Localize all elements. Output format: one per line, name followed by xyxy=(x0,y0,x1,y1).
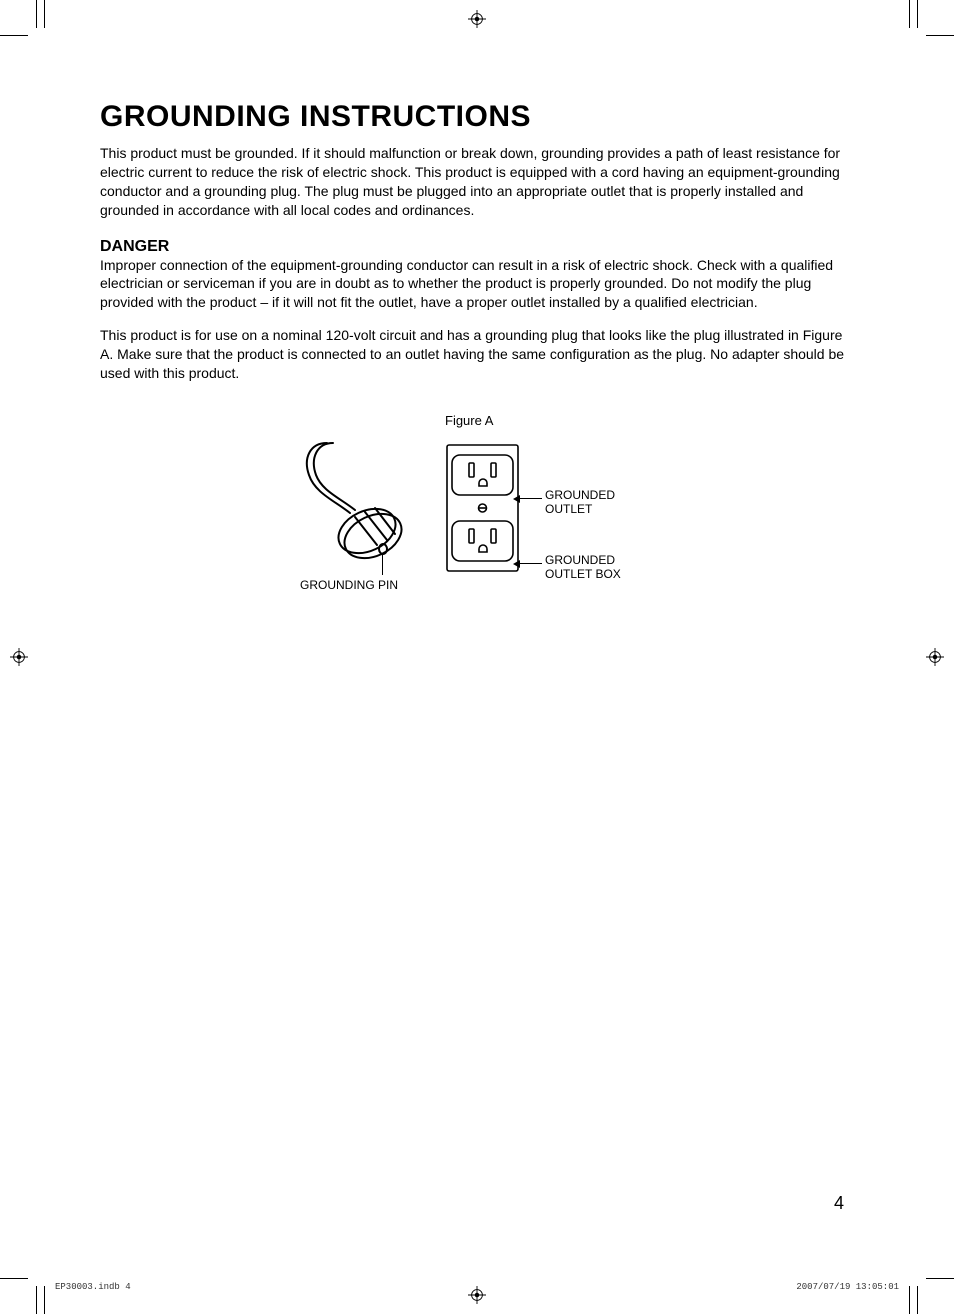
grounded-outlet-label: GROUNDED OUTLET xyxy=(545,488,615,517)
crop-mark xyxy=(917,0,918,28)
leader-line xyxy=(520,563,542,564)
outlet-icon xyxy=(445,443,520,573)
figure-a: Figure A GROUND xyxy=(100,413,854,633)
registration-mark-icon xyxy=(468,1286,486,1304)
danger-heading: DANGER xyxy=(100,238,854,256)
crop-mark xyxy=(0,1278,28,1279)
intro-paragraph: This product must be grounded. If it sho… xyxy=(100,144,854,220)
crop-mark xyxy=(917,1286,918,1314)
leader-line xyxy=(382,553,383,575)
grounded-outlet-box-label: GROUNDED OUTLET BOX xyxy=(545,553,621,582)
crop-mark xyxy=(36,0,37,28)
crop-mark xyxy=(44,1286,45,1314)
crop-mark xyxy=(36,1286,37,1314)
danger-paragraph: Improper connection of the equipment-gro… xyxy=(100,256,854,313)
plug-icon xyxy=(295,433,435,583)
footer-timestamp: 2007/07/19 13:05:01 xyxy=(796,1282,899,1292)
usage-paragraph: This product is for use on a nominal 120… xyxy=(100,326,854,383)
figure-caption: Figure A xyxy=(445,413,493,428)
page-number: 4 xyxy=(834,1193,844,1214)
content-area: GROUNDING INSTRUCTIONS This product must… xyxy=(100,100,854,1244)
crop-mark xyxy=(909,0,910,28)
registration-mark-icon xyxy=(926,648,944,666)
page-title: GROUNDING INSTRUCTIONS xyxy=(100,100,854,134)
footer-filename: EP30003.indb 4 xyxy=(55,1282,131,1292)
crop-mark xyxy=(926,1278,954,1279)
crop-mark xyxy=(926,35,954,36)
grounding-pin-label: GROUNDING PIN xyxy=(300,578,398,592)
page: GROUNDING INSTRUCTIONS This product must… xyxy=(0,0,954,1314)
crop-mark xyxy=(0,35,28,36)
crop-mark xyxy=(909,1286,910,1314)
crop-mark xyxy=(44,0,45,28)
registration-mark-icon xyxy=(468,10,486,28)
registration-mark-icon xyxy=(10,648,28,666)
leader-line xyxy=(520,498,542,499)
